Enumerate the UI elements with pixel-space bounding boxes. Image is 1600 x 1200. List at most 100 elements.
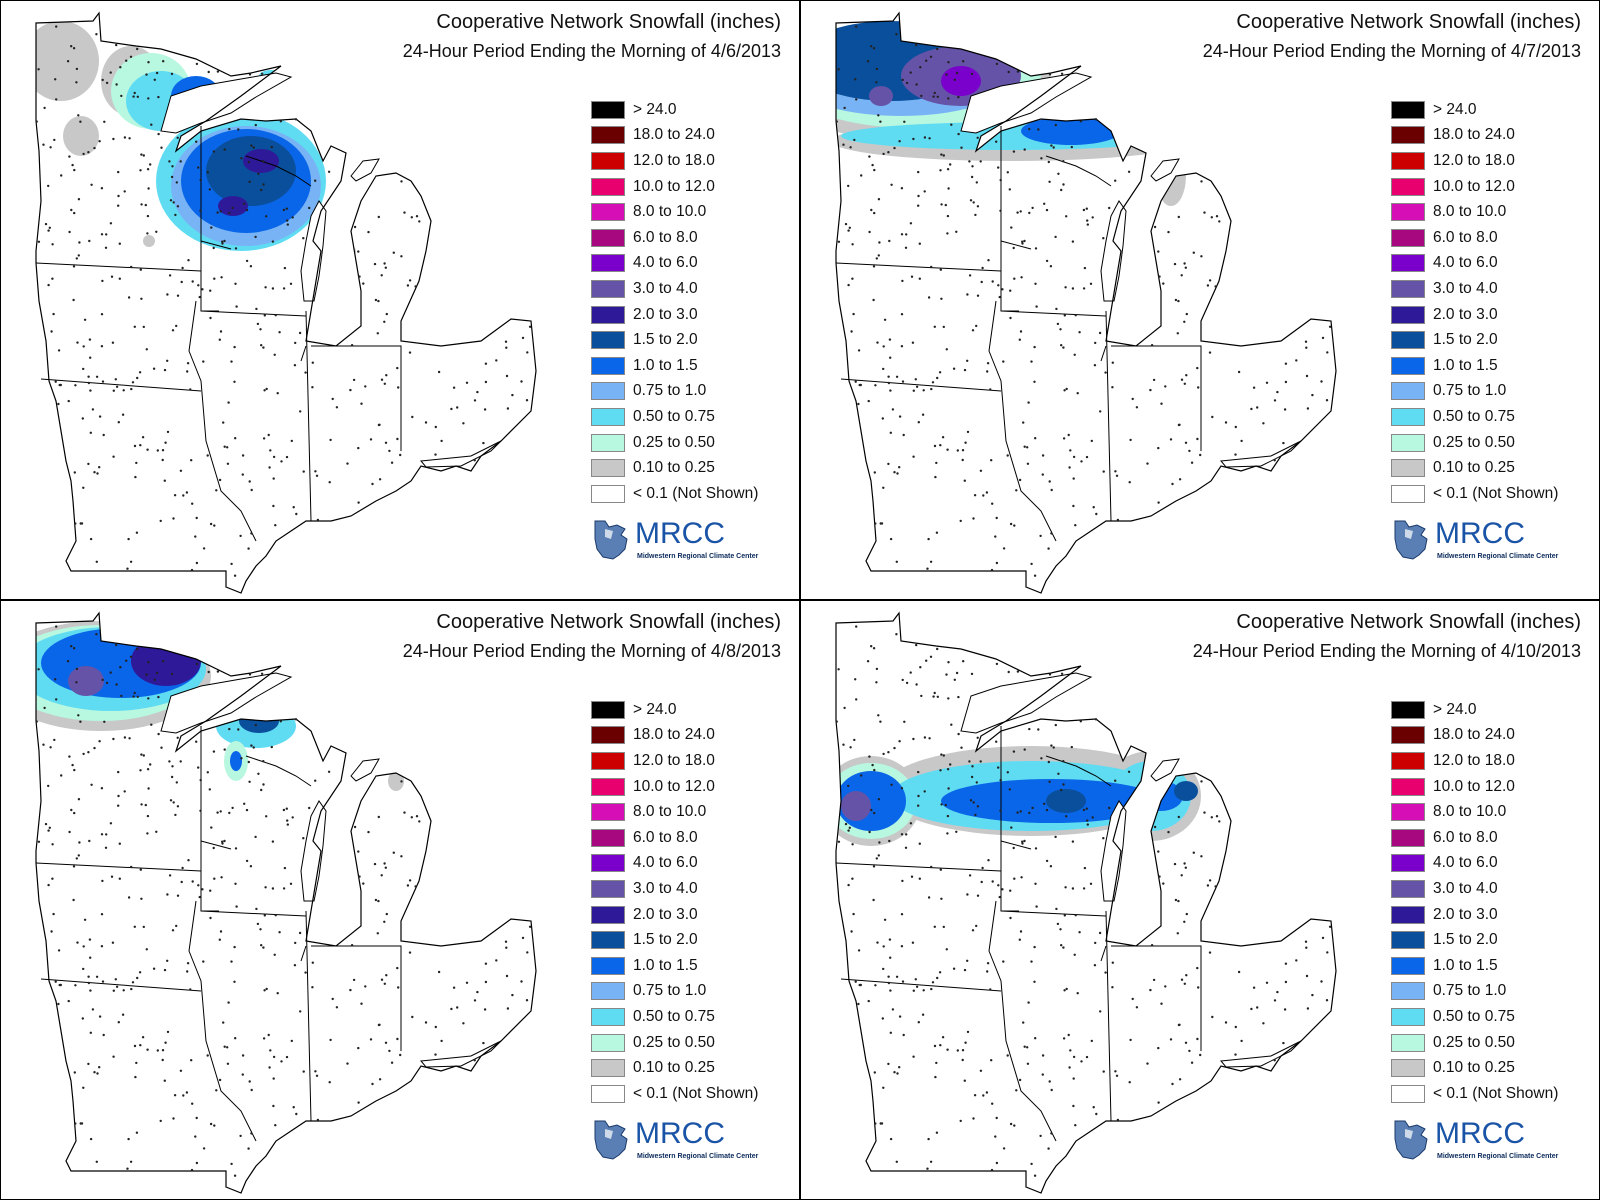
station-dot <box>945 348 948 351</box>
station-dot <box>1050 488 1053 492</box>
station-dot <box>176 805 180 808</box>
station-dot <box>1180 874 1183 877</box>
station-dot <box>1034 247 1038 250</box>
station-dot <box>209 916 212 920</box>
station-dot <box>909 671 912 674</box>
station-dot <box>115 83 118 86</box>
station-dot <box>997 884 1000 887</box>
station-dot <box>396 437 399 441</box>
station-dot <box>118 277 122 280</box>
legend-swatch <box>591 203 625 222</box>
station-dot <box>144 803 147 807</box>
map-canvas <box>35 11 537 594</box>
station-dot <box>1321 936 1325 940</box>
station-dot <box>1325 999 1329 1002</box>
station-dot <box>849 746 852 749</box>
station-dot <box>1080 1060 1083 1063</box>
station-dot <box>895 633 898 636</box>
station-dot <box>75 257 79 260</box>
station-dot <box>87 151 90 154</box>
station-dot <box>146 1048 149 1051</box>
station-dot <box>282 808 286 812</box>
station-dot <box>120 694 123 698</box>
legend-item: 10.0 to 12.0 <box>591 774 758 800</box>
station-dot <box>505 974 509 978</box>
station-dot <box>895 33 898 36</box>
station-dot <box>1102 1070 1105 1073</box>
station-dot <box>1022 1021 1025 1024</box>
station-dot <box>938 971 942 974</box>
station-dot <box>369 438 373 441</box>
station-dot <box>112 455 115 458</box>
station-dot <box>1149 988 1152 992</box>
station-dot <box>254 835 257 839</box>
station-dot <box>346 1062 349 1065</box>
station-dot <box>399 1053 402 1057</box>
station-dot <box>995 140 998 143</box>
station-dot <box>1177 815 1180 819</box>
legend-item: < 0.1 (Not Shown) <box>591 1081 758 1107</box>
station-dot <box>1072 1077 1075 1080</box>
station-dot <box>289 882 293 885</box>
station-dot <box>1192 251 1195 254</box>
station-dot <box>928 737 931 740</box>
station-dot <box>80 1122 84 1125</box>
station-dot <box>927 296 931 299</box>
station-dot <box>72 47 76 50</box>
legend-swatch <box>1391 1033 1425 1052</box>
station-dot <box>383 382 386 385</box>
station-dot <box>1082 287 1086 290</box>
snow-contour <box>388 771 404 791</box>
lake <box>350 758 380 782</box>
station-dot <box>919 666 922 669</box>
station-dot <box>1129 438 1132 442</box>
station-dot <box>112 137 115 141</box>
station-dot <box>1049 865 1053 868</box>
station-dot <box>1002 547 1006 550</box>
station-dot <box>206 454 209 457</box>
station-dot <box>1052 746 1055 749</box>
station-dot <box>895 975 899 978</box>
station-dot <box>50 330 53 333</box>
station-dot <box>1068 466 1071 469</box>
station-dot <box>903 720 906 723</box>
lake <box>1100 800 1127 902</box>
station-dot <box>328 481 331 484</box>
station-dot <box>505 946 508 949</box>
station-dot <box>969 799 973 802</box>
station-dot <box>210 226 213 229</box>
station-dot <box>222 421 225 424</box>
station-dot <box>868 230 871 234</box>
station-dot <box>1037 128 1040 131</box>
station-dot <box>35 120 38 123</box>
legend-item: 12.0 to 18.0 <box>591 748 758 774</box>
station-dot <box>95 375 99 378</box>
station-dot <box>1016 70 1020 73</box>
station-dot <box>250 1088 253 1092</box>
station-dot <box>147 697 150 700</box>
station-dot <box>945 673 948 676</box>
legend-item: 1.0 to 1.5 <box>1391 353 1558 379</box>
station-dot <box>1023 1045 1026 1048</box>
legend-item: 6.0 to 8.0 <box>591 225 758 251</box>
station-dot <box>1164 385 1167 388</box>
station-dot <box>161 449 165 452</box>
station-dot <box>133 691 136 695</box>
station-dot <box>505 374 509 378</box>
station-dot <box>1076 392 1079 395</box>
station-dot <box>328 1081 331 1084</box>
legend-label: 1.0 to 1.5 <box>633 356 698 374</box>
station-dot <box>117 770 120 774</box>
station-dot <box>100 187 104 190</box>
station-dot <box>98 1015 102 1018</box>
legend-label: 3.0 to 4.0 <box>1433 879 1498 897</box>
station-dot <box>315 1074 319 1077</box>
state-border <box>1045 755 1112 787</box>
station-dot <box>1062 183 1065 186</box>
station-dot <box>374 898 378 902</box>
legend-label: 1.5 to 2.0 <box>1433 931 1498 949</box>
station-dot <box>483 408 487 411</box>
station-dot <box>43 706 46 710</box>
station-dot <box>314 779 317 782</box>
legend-label: 1.0 to 1.5 <box>1433 956 1498 974</box>
